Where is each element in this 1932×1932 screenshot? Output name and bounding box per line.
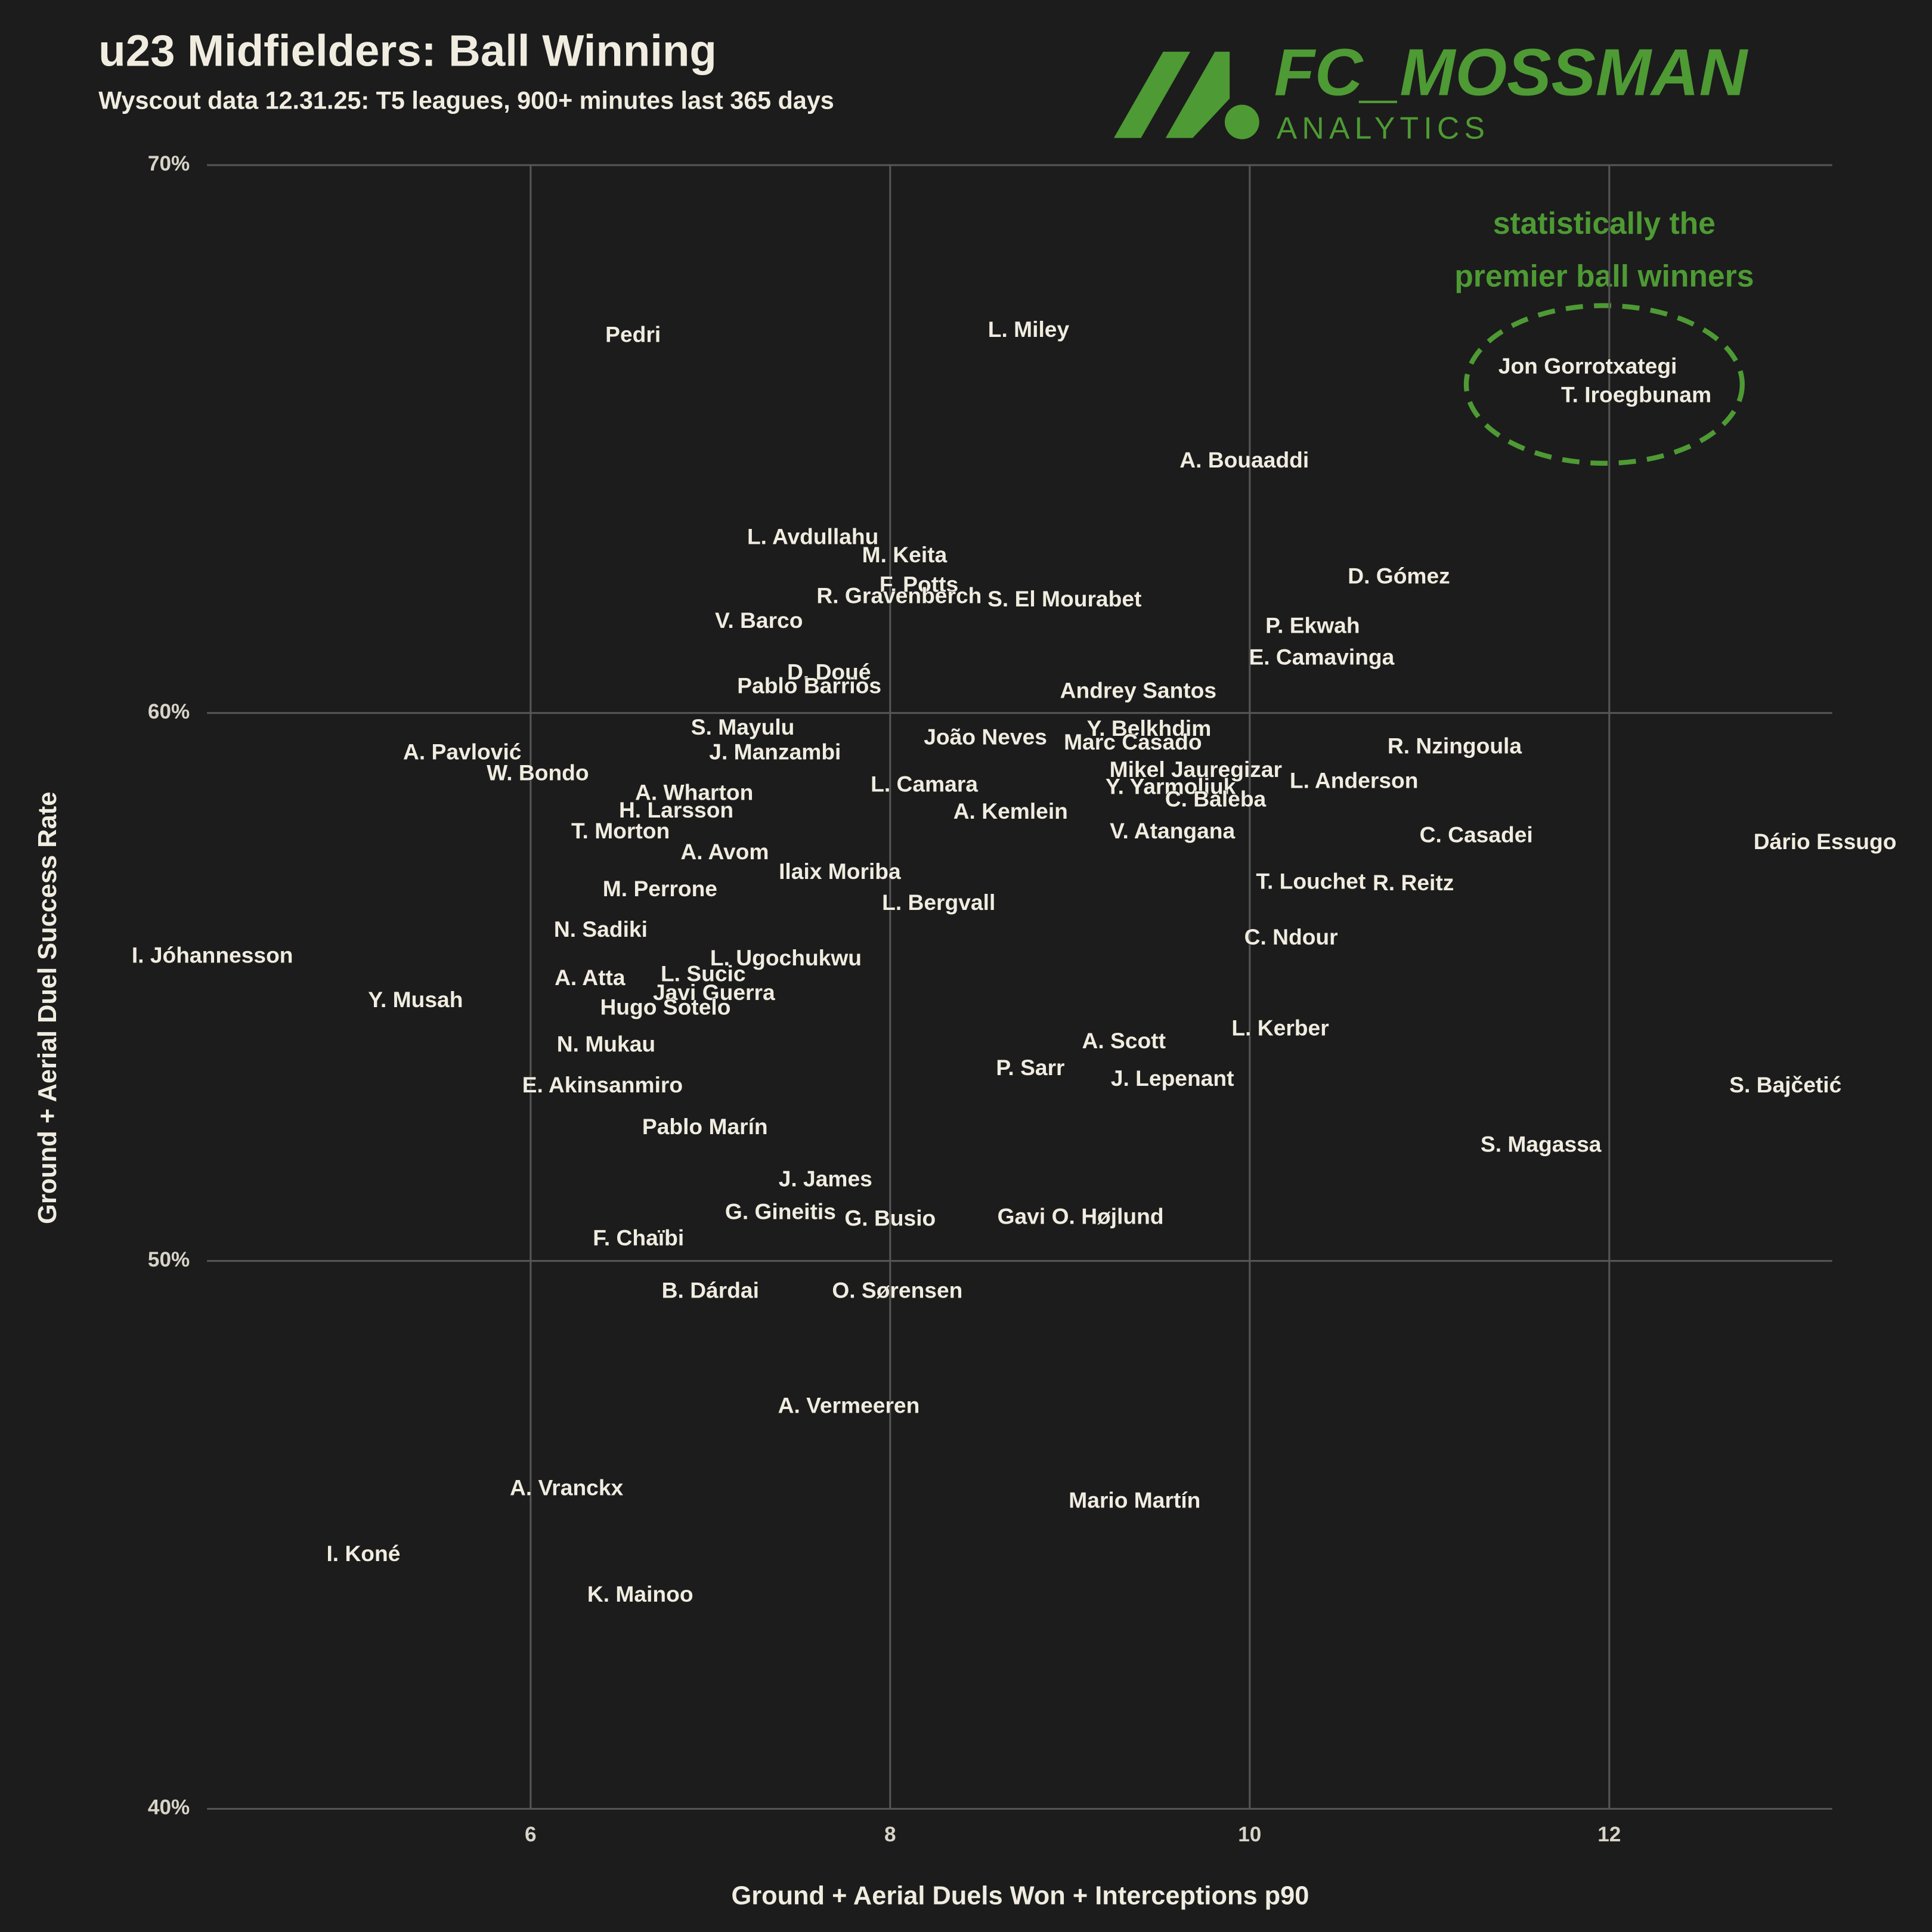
point-label: J. James xyxy=(779,1166,872,1191)
point-label: I. Koné xyxy=(326,1541,400,1566)
point-label: B. Dárdai xyxy=(662,1278,759,1303)
point-label: A. Vranckx xyxy=(510,1475,624,1500)
point-label: S. Mayulu xyxy=(691,714,795,739)
point-label: L. Kerber xyxy=(1231,1015,1329,1041)
point-label: S. Magassa xyxy=(1481,1131,1602,1156)
point-label: V. Barco xyxy=(715,608,803,633)
annotation: statistically the xyxy=(1493,206,1716,240)
point-label: A. Scott xyxy=(1082,1028,1166,1053)
point-label: R. Reitz xyxy=(1373,870,1454,895)
chart-title: u23 Midfielders: Ball Winning xyxy=(98,26,717,76)
annotation: premier ball winners xyxy=(1454,259,1754,293)
point-label: Y. Yarmoliuk xyxy=(1106,773,1236,798)
point-label: A. Atta xyxy=(555,965,626,990)
x-tick-label: 12 xyxy=(1597,1823,1621,1846)
point-label: F. Chaïbi xyxy=(593,1225,684,1250)
point-label: A. Wharton xyxy=(635,780,753,805)
point-label: D. Gómez xyxy=(1348,564,1450,589)
point-label: O. Sørensen xyxy=(832,1278,962,1303)
point-label: Y. Belkhdim xyxy=(1087,716,1212,741)
x-tick-label: 8 xyxy=(884,1823,896,1846)
point-label: C. Baleba xyxy=(1165,787,1267,812)
point-label: Pablo Barrios xyxy=(737,673,881,698)
point-label: R. Gravenberch xyxy=(816,583,982,608)
point-label: Mikel Jauregizar xyxy=(1110,757,1282,782)
point-label: M. Keita xyxy=(862,542,948,567)
point-label: J. Lepenant xyxy=(1111,1066,1234,1091)
point-label: Dário Essugo xyxy=(1754,829,1897,854)
point-label: N. Sadiki xyxy=(554,917,648,942)
point-label: Marc Casado xyxy=(1064,729,1202,754)
y-tick-label: 60% xyxy=(148,700,190,723)
y-axis-title: Ground + Aerial Duel Success Rate xyxy=(33,792,62,1224)
highlight-ellipse xyxy=(1463,303,1745,466)
point-label: Y. Musah xyxy=(368,987,463,1012)
point-label: L. Bergvall xyxy=(882,890,995,915)
point-label: K. Mainoo xyxy=(587,1581,693,1606)
point-label: L. Sucic xyxy=(661,961,746,986)
point-label: W. Bondo xyxy=(487,760,589,785)
y-tick-label: 50% xyxy=(148,1248,190,1271)
logo-shape xyxy=(1224,104,1259,140)
point-label: A. Vermeeren xyxy=(778,1393,920,1418)
point-label: C. Casadei xyxy=(1420,822,1533,847)
point-label: A. Avom xyxy=(680,839,769,864)
point-label: L. Camara xyxy=(871,772,978,797)
point-label: Pedri xyxy=(605,321,661,346)
point-label: Mario Martín xyxy=(1069,1488,1200,1513)
x-tick-label: 6 xyxy=(525,1823,537,1846)
point-label: Jon Gorrotxategi xyxy=(1498,354,1677,379)
point-label: N. Mukau xyxy=(557,1031,655,1056)
point-label: L. Miley xyxy=(988,317,1070,342)
point-label: C. Ndour xyxy=(1244,924,1338,949)
point-label: V. Atangana xyxy=(1110,818,1235,843)
point-label: E. Camavinga xyxy=(1249,645,1394,670)
logo-shape xyxy=(1113,51,1191,138)
x-tick-label: 10 xyxy=(1238,1823,1261,1846)
point-label: L. Avdullahu xyxy=(747,524,878,549)
point-label: Javi Guerra xyxy=(653,980,775,1005)
point-label: S. El Mourabet xyxy=(987,586,1141,611)
point-label: P. Ekwah xyxy=(1265,612,1360,637)
y-tick-label: 70% xyxy=(148,152,190,175)
point-label: T. Morton xyxy=(571,818,670,843)
point-label: D. Doué xyxy=(787,659,871,684)
point-label: E. Akinsanmiro xyxy=(522,1072,683,1097)
point-label: G. Busio xyxy=(844,1205,936,1230)
point-label: I. Jóhannesson xyxy=(132,942,293,967)
logo: FC_MOSSMAN ANALYTICS xyxy=(1113,35,1749,145)
point-label: O. Højlund xyxy=(1052,1204,1164,1229)
point-label: R. Nzingoula xyxy=(1388,733,1522,758)
logo-name: FC_MOSSMAN xyxy=(1274,35,1749,110)
point-label: T. Louchet xyxy=(1256,868,1366,893)
point-label: L. Ugochukwu xyxy=(710,945,862,970)
point-label: M. Perrone xyxy=(603,876,717,901)
point-label: Ilaix Moriba xyxy=(779,859,901,884)
point-label: G. Gineitis xyxy=(725,1199,836,1224)
point-label: Andrey Santos xyxy=(1060,678,1216,703)
point-label: Gavi xyxy=(998,1204,1046,1229)
point-label: L. Anderson xyxy=(1290,767,1419,792)
point-label: João Neves xyxy=(924,724,1047,750)
point-label: Hugo Sotelo xyxy=(600,995,730,1020)
x-axis-title: Ground + Aerial Duels Won + Interception… xyxy=(731,1882,1309,1911)
point-label: T. Iroegbunam xyxy=(1561,382,1711,407)
point-label: J. Manzambi xyxy=(709,739,841,764)
point-label: Pablo Marín xyxy=(642,1114,768,1139)
point-label: A. Pavlović xyxy=(403,739,521,764)
point-label: F. Potts xyxy=(880,571,958,596)
plot-area: 40% 50% 60% 70% 6 8 10 12 Pedri L. Miley Jon Gorro… xyxy=(131,152,1897,1846)
logo-tagline: ANALYTICS xyxy=(1277,111,1490,145)
point-label: S. Bajčetić xyxy=(1729,1072,1841,1097)
point-label: A. Bouaaddi xyxy=(1179,447,1309,472)
point-label: A. Kemlein xyxy=(953,798,1068,823)
point-label: P. Sarr xyxy=(996,1055,1064,1080)
point-label: H. Larsson xyxy=(619,797,733,822)
logo-shape xyxy=(1165,51,1230,138)
chart-subtitle: Wyscout data 12.31.25: T5 leagues, 900+ … xyxy=(98,86,834,114)
y-tick-label: 40% xyxy=(148,1796,190,1819)
